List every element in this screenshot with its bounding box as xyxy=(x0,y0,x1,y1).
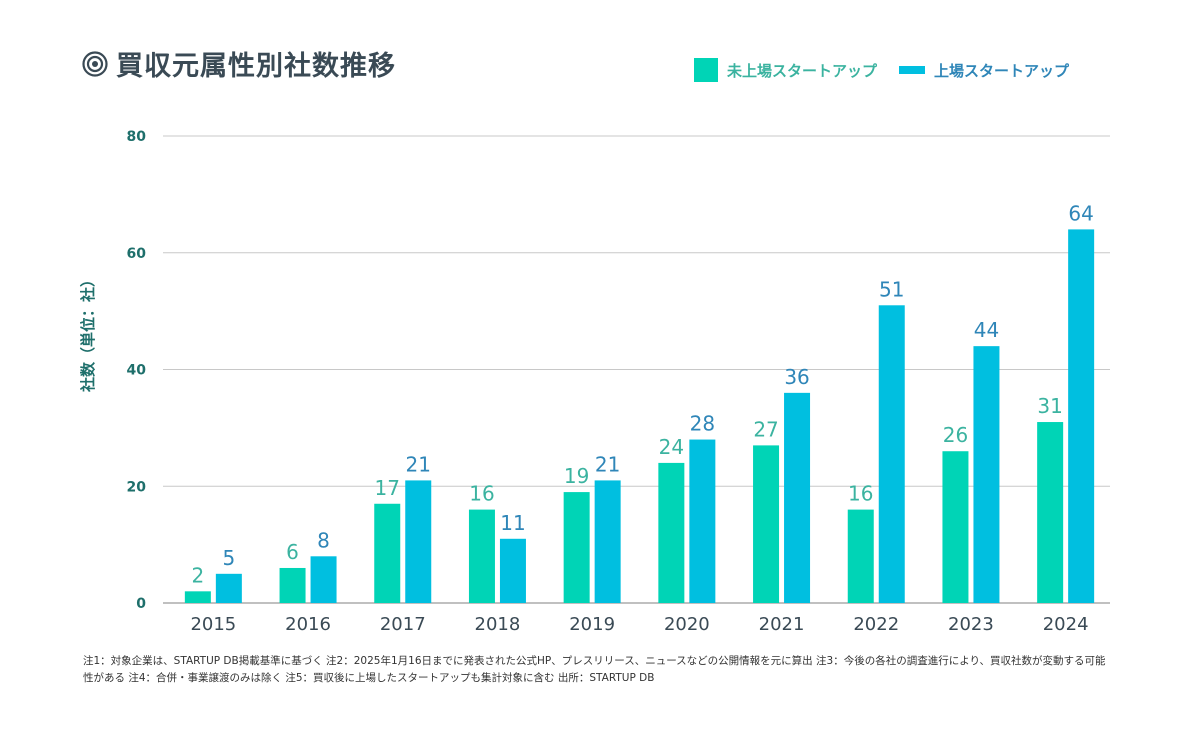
data-label-unlisted-2022: 16 xyxy=(848,482,873,506)
legend-label-listed: 上場スタートアップ xyxy=(933,61,1069,80)
bar-unlisted-2020 xyxy=(658,462,685,603)
data-label-listed-2021: 36 xyxy=(784,365,809,389)
legend-item-listed: 上場スタートアップ xyxy=(898,60,1069,81)
y-tick-label-0: 0 xyxy=(136,596,146,612)
bar-listed-2022 xyxy=(878,305,905,603)
legend-item-unlisted: 未上場スタートアップ xyxy=(693,58,877,82)
data-label-listed-2022: 51 xyxy=(879,277,904,301)
bar-unlisted-2019 xyxy=(563,492,590,603)
data-label-listed-2017: 21 xyxy=(406,452,431,476)
chart-title: 買収元属性別社数推移 xyxy=(116,51,396,82)
data-label-unlisted-2015: 2 xyxy=(191,563,204,587)
x-tick-label-2021: 2021 xyxy=(759,614,805,635)
x-tick-label-2016: 2016 xyxy=(285,614,331,635)
data-label-unlisted-2021: 27 xyxy=(753,417,778,441)
y-axis-title: 社数（単位：社） xyxy=(79,272,97,393)
bar-unlisted-2016 xyxy=(279,567,306,603)
x-tick-label-2017: 2017 xyxy=(380,614,426,635)
y-tick-label-80: 80 xyxy=(127,129,147,145)
target-icon xyxy=(82,50,108,77)
bar-listed-2016 xyxy=(310,556,337,603)
x-tick-label-2019: 2019 xyxy=(569,614,615,635)
bar-unlisted-2018 xyxy=(468,509,495,603)
bar-listed-2020 xyxy=(689,439,716,603)
title-row: 買収元属性別社数推移 xyxy=(82,44,396,83)
data-label-listed-2023: 44 xyxy=(974,318,999,342)
data-label-listed-2020: 28 xyxy=(690,412,715,436)
legend-swatch-unlisted xyxy=(693,58,718,82)
data-label-unlisted-2016: 6 xyxy=(286,540,299,564)
bar-listed-2015 xyxy=(215,573,242,603)
legend: 未上場スタートアップ 上場スタートアップ xyxy=(672,58,1069,82)
data-label-listed-2024: 64 xyxy=(1068,201,1093,225)
bar-listed-2017 xyxy=(405,480,432,603)
x-tick-label-2023: 2023 xyxy=(948,614,994,635)
y-tick-label-60: 60 xyxy=(127,246,147,262)
bar-unlisted-2023 xyxy=(942,451,969,603)
data-label-listed-2016: 8 xyxy=(317,528,330,552)
x-tick-label-2020: 2020 xyxy=(664,614,710,635)
y-tick-label-20: 20 xyxy=(127,479,147,495)
legend-label-unlisted: 未上場スタートアップ xyxy=(726,61,877,80)
bar-unlisted-2022 xyxy=(847,509,874,603)
x-tick-label-2015: 2015 xyxy=(190,614,236,635)
data-label-unlisted-2024: 31 xyxy=(1037,394,1062,418)
bar-unlisted-2015 xyxy=(184,591,211,603)
data-label-unlisted-2019: 19 xyxy=(564,464,589,488)
bar-unlisted-2017 xyxy=(374,503,401,603)
x-tick-label-2018: 2018 xyxy=(475,614,521,635)
bar-listed-2021 xyxy=(784,392,811,603)
x-tick-label-2024: 2024 xyxy=(1043,614,1089,635)
bar-listed-2018 xyxy=(499,538,526,603)
bar-unlisted-2024 xyxy=(1037,422,1064,603)
data-label-listed-2015: 5 xyxy=(222,546,235,570)
y-tick-label-40: 40 xyxy=(127,363,147,379)
bar-unlisted-2021 xyxy=(753,445,780,603)
bar-listed-2019 xyxy=(594,480,621,603)
data-label-unlisted-2023: 26 xyxy=(943,423,968,447)
data-label-unlisted-2017: 17 xyxy=(375,476,400,500)
x-tick-label-2022: 2022 xyxy=(853,614,899,635)
data-label-unlisted-2020: 24 xyxy=(659,435,684,459)
data-label-listed-2019: 21 xyxy=(595,452,620,476)
data-label-unlisted-2018: 16 xyxy=(469,482,494,506)
footnote: 注1：対象企業は、STARTUP DB掲載基準に基づく 注2：2025年1月16… xyxy=(83,655,1106,684)
bar-listed-2024 xyxy=(1068,229,1095,603)
legend-swatch-listed xyxy=(898,66,925,74)
bar-listed-2023 xyxy=(973,346,1000,603)
data-label-listed-2018: 11 xyxy=(500,511,525,535)
